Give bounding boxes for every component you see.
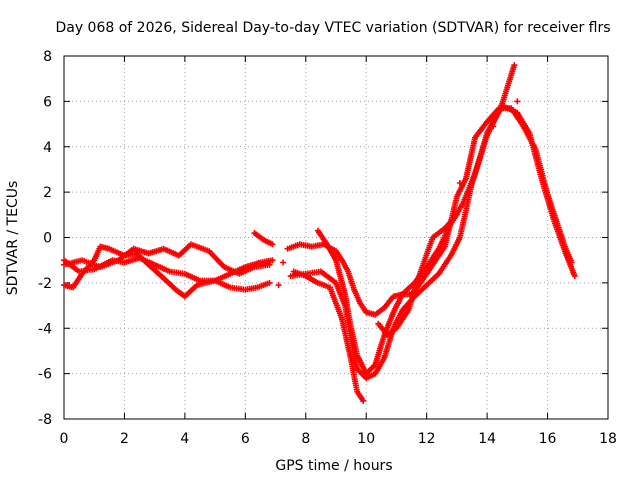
x-tick-label: 8: [301, 431, 310, 447]
y-tick-label: 4: [43, 140, 52, 156]
y-tick-label: 2: [43, 185, 52, 201]
data-point: [360, 397, 367, 404]
chart-title: Day 068 of 2026, Sidereal Day-to-day VTE…: [55, 20, 610, 36]
series-trace-8: [290, 268, 367, 404]
series-trace-6: [287, 62, 518, 382]
data-point: [269, 241, 276, 248]
data-point: [511, 62, 518, 69]
data-marks: [61, 62, 578, 404]
x-tick-label: 16: [539, 431, 557, 447]
series-trace-9: [375, 211, 460, 339]
y-tick-label: 8: [43, 49, 52, 65]
x-tick-label: 18: [599, 431, 617, 447]
x-tick-label: 2: [120, 431, 129, 447]
y-tick-label: -4: [38, 321, 52, 337]
grid: [64, 56, 608, 419]
data-point: [456, 180, 463, 186]
y-tick-label: -8: [38, 412, 52, 428]
y-axis-label: SDTVAR / TECUs: [5, 181, 21, 296]
x-tick-label: 4: [180, 431, 189, 447]
y-tick-label: 6: [43, 94, 52, 110]
data-point: [490, 123, 497, 130]
series-trace-4: [251, 230, 276, 248]
series-stray-points: [275, 98, 521, 289]
x-axis-label: GPS time / hours: [275, 458, 392, 474]
data-point: [275, 282, 282, 289]
data-point: [571, 273, 578, 280]
x-tick-label: 6: [241, 431, 250, 447]
series-trace-7: [314, 102, 578, 377]
y-tick-label: -6: [38, 367, 52, 383]
data-point: [453, 211, 460, 218]
x-tick-label: 14: [478, 431, 496, 447]
y-tick-label: 0: [43, 231, 52, 247]
x-tick-label: 10: [357, 431, 375, 447]
series-trace-3: [61, 241, 273, 277]
data-point: [269, 257, 276, 264]
y-tick-label: -2: [38, 276, 52, 292]
data-point: [280, 259, 287, 266]
axis-ticks: 0 2 4 6 8 10 12 14 16 18 -8 -6 -4 -2 0 2 4 6 8: [38, 49, 617, 447]
x-tick-label: 0: [60, 431, 69, 447]
data-point: [266, 279, 273, 286]
data-point: [266, 261, 273, 268]
x-tick-label: 12: [418, 431, 436, 447]
data-point: [514, 98, 521, 105]
